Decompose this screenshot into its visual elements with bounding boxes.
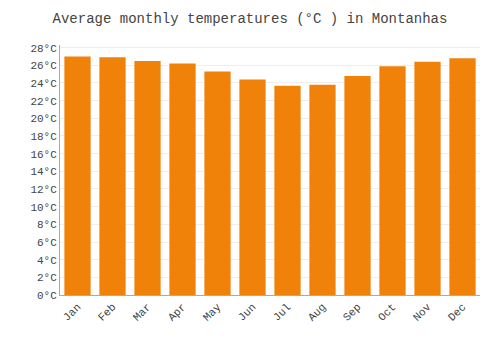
- svg-text:Average monthly temperatures (: Average monthly temperatures (°C ) in Mo…: [53, 11, 448, 27]
- svg-text:26°C: 26°C: [30, 60, 57, 72]
- svg-text:18°C: 18°C: [30, 131, 57, 143]
- svg-text:6°C: 6°C: [37, 237, 57, 249]
- svg-text:16°C: 16°C: [30, 149, 57, 161]
- svg-text:Jul: Jul: [271, 301, 293, 323]
- svg-text:10°C: 10°C: [30, 202, 57, 214]
- svg-text:24°C: 24°C: [30, 78, 57, 90]
- svg-text:14°C: 14°C: [30, 166, 57, 178]
- svg-text:28°C: 28°C: [30, 43, 57, 55]
- svg-text:Jun: Jun: [236, 301, 258, 323]
- svg-text:20°C: 20°C: [30, 113, 57, 125]
- svg-text:Nov: Nov: [411, 301, 434, 324]
- svg-text:Apr: Apr: [166, 301, 188, 323]
- svg-text:Mar: Mar: [131, 301, 153, 323]
- svg-text:Feb: Feb: [96, 301, 118, 323]
- svg-text:12°C: 12°C: [30, 184, 57, 196]
- svg-text:22°C: 22°C: [30, 96, 57, 108]
- svg-text:8°C: 8°C: [37, 219, 57, 231]
- svg-text:May: May: [201, 301, 224, 324]
- svg-text:Aug: Aug: [306, 301, 328, 323]
- svg-text:0°C: 0°C: [37, 290, 57, 302]
- svg-text:Oct: Oct: [376, 301, 398, 323]
- svg-text:4°C: 4°C: [37, 255, 57, 267]
- svg-text:Dec: Dec: [446, 301, 468, 323]
- svg-text:Sep: Sep: [341, 301, 363, 323]
- svg-text:Jan: Jan: [61, 301, 83, 323]
- svg-text:2°C: 2°C: [37, 272, 57, 284]
